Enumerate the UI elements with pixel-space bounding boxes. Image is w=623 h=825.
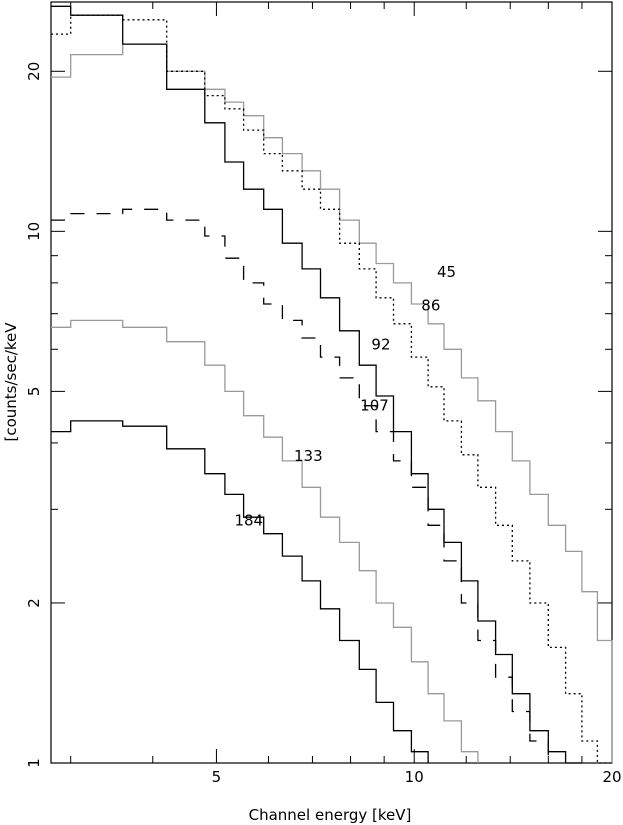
x-tick-label: 5 xyxy=(212,768,222,786)
series-86-line xyxy=(51,14,612,764)
y-axis-title: [counts/sec/keV xyxy=(2,322,20,442)
series-label-86: 86 xyxy=(421,296,440,314)
y-tick-label: 2 xyxy=(25,598,43,608)
series-184-line xyxy=(51,420,429,763)
axis-ticks: 5 10 20 1 2 5 10 20 xyxy=(25,2,622,786)
series-45-line xyxy=(51,43,613,763)
series-label-184: 184 xyxy=(234,511,263,529)
y-tick-label: 5 xyxy=(25,387,43,397)
x-axis-title: Channel energy [keV] xyxy=(249,806,412,824)
series-label-92: 92 xyxy=(371,335,390,353)
x-tick-label: 20 xyxy=(602,768,621,786)
series-label-45: 45 xyxy=(437,263,456,281)
series-label-133: 133 xyxy=(294,447,323,465)
label-layer: 45 86 92 107 133 184 xyxy=(234,263,456,529)
y-tick-label: 20 xyxy=(25,62,43,81)
series-layer xyxy=(51,5,613,764)
series-label-107: 107 xyxy=(360,397,389,415)
y-tick-label: 10 xyxy=(25,222,43,241)
plot-frame xyxy=(50,1,613,764)
series-107-line xyxy=(51,208,549,763)
y-tick-label: 1 xyxy=(25,758,43,768)
series-92-line xyxy=(51,5,582,764)
x-tick-label: 10 xyxy=(405,768,424,786)
series-133-line xyxy=(51,319,479,763)
